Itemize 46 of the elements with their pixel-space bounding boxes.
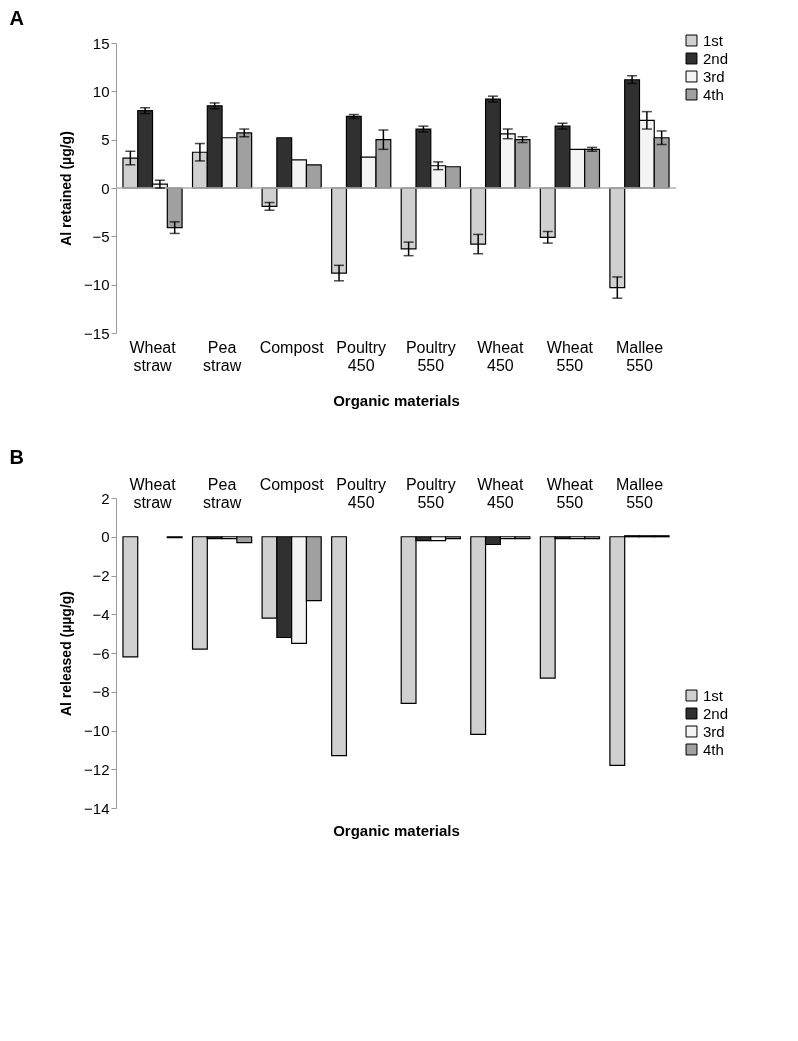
y-tick-label: 0 (101, 179, 110, 197)
legend-label: 2nd (703, 704, 729, 722)
legend-label: 4th (703, 85, 724, 103)
y-tick-label: 2 (101, 489, 110, 507)
x-tick-label: Wheat straw (129, 338, 177, 374)
x-tick-label: Mallee 550 (615, 338, 664, 374)
legend-label: 1st (703, 686, 724, 704)
y-tick-label: −15 (84, 324, 110, 342)
chart-title: B (9, 446, 25, 468)
y-tick-label: −6 (92, 644, 110, 662)
legend-label: 1st (703, 31, 724, 49)
x-tick-label: Poultry 550 (405, 338, 456, 374)
x-tick-label: Compost (259, 475, 325, 493)
x-tick-label: Wheat 550 (546, 338, 594, 374)
x-tick-label: Wheat straw (129, 475, 177, 511)
y-tick-label: 5 (101, 131, 110, 149)
y-axis-title: Al released (µµg/g) (58, 590, 75, 717)
x-tick-label: Pea straw (202, 475, 242, 511)
chart-title: A (9, 7, 25, 29)
y-tick-label: −12 (84, 760, 110, 778)
x-axis-title: Organic materials (333, 391, 460, 409)
y-tick-label: −5 (92, 227, 110, 245)
y-tick-label: 10 (92, 82, 110, 100)
x-tick-label: Poultry 550 (405, 475, 456, 511)
legend-label: 3rd (703, 722, 725, 740)
y-tick-label: −10 (84, 276, 110, 294)
x-tick-label: Wheat 550 (546, 475, 594, 511)
y-tick-label: −10 (84, 722, 110, 739)
x-tick-label: Wheat 450 (477, 475, 525, 511)
legend-label: 2nd (703, 49, 729, 67)
legend-label: 3rd (703, 67, 725, 85)
x-tick-label: Poultry 450 (336, 475, 387, 511)
legend-label: 4th (703, 740, 724, 758)
x-tick-label: Wheat 450 (477, 338, 525, 374)
y-tick-label: −4 (92, 605, 110, 623)
x-axis-title: Organic materials (333, 821, 460, 839)
y-tick-label: −14 (84, 799, 110, 817)
y-tick-label: 15 (92, 34, 110, 52)
y-tick-label: 0 (101, 528, 110, 546)
x-tick-label: Mallee 550 (615, 475, 664, 511)
x-tick-label: Poultry 450 (336, 338, 387, 374)
y-tick-label: −8 (92, 683, 110, 701)
x-tick-label: Pea straw (202, 338, 242, 374)
y-tick-label: −2 (92, 567, 110, 584)
y-axis-title: Al retained (µg/g) (58, 131, 75, 246)
x-tick-label: Compost (259, 338, 325, 356)
